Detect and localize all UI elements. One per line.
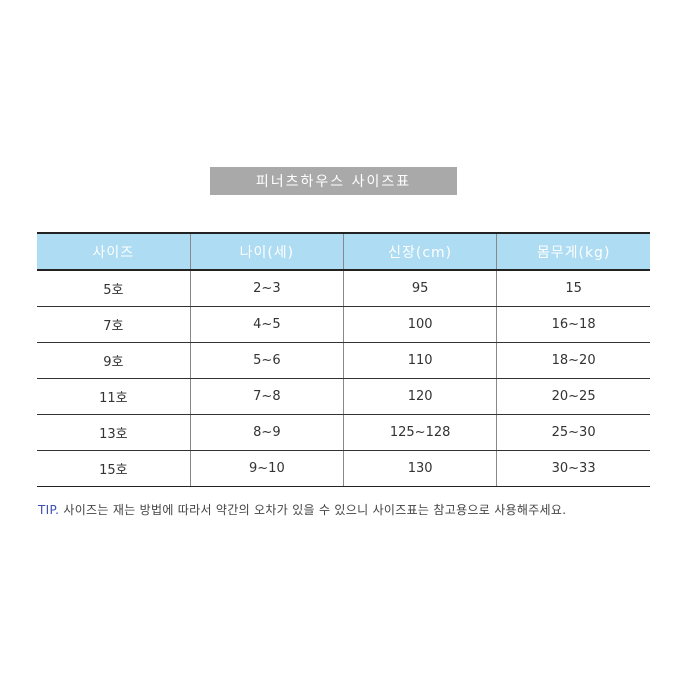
- tip-text: 사이즈는 재는 방법에 따라서 약간의 오차가 있을 수 있으니 사이즈표는 참…: [59, 503, 567, 517]
- cell-height: 95: [342, 270, 497, 307]
- table-row: 7호 4~5 100 16~18: [37, 306, 650, 343]
- tip-label: TIP.: [38, 503, 60, 517]
- cell-weight: 16~18: [496, 306, 650, 343]
- header-size: 사이즈: [37, 232, 191, 271]
- table-header-row: 사이즈 나이(세) 신장(cm) 몸무게(kg): [37, 232, 650, 271]
- cell-age: 5~6: [189, 342, 344, 379]
- header-age: 나이(세): [189, 232, 344, 271]
- cell-age: 9~10: [189, 450, 344, 487]
- cell-age: 4~5: [189, 306, 344, 343]
- cell-age: 8~9: [189, 414, 344, 451]
- table-row: 11호 7~8 120 20~25: [37, 378, 650, 415]
- cell-height: 130: [342, 450, 497, 487]
- cell-size: 7호: [37, 306, 191, 343]
- cell-weight: 18~20: [496, 342, 650, 379]
- cell-height: 110: [342, 342, 497, 379]
- cell-weight: 25~30: [496, 414, 650, 451]
- size-table: 사이즈 나이(세) 신장(cm) 몸무게(kg) 5호 2~3 95 15 7호 4~5 1…: [37, 232, 650, 487]
- cell-age: 7~8: [189, 378, 344, 415]
- table-row: 5호 2~3 95 15: [37, 270, 650, 307]
- size-chart-title: 피너츠하우스 사이즈표: [210, 167, 457, 195]
- cell-size: 9호: [37, 342, 191, 379]
- cell-weight: 30~33: [496, 450, 650, 487]
- table-row: 15호 9~10 130 30~33: [37, 450, 650, 487]
- cell-size: 13호: [37, 414, 191, 451]
- header-weight: 몸무게(kg): [496, 232, 650, 271]
- table-row: 9호 5~6 110 18~20: [37, 342, 650, 379]
- cell-size: 11호: [37, 378, 191, 415]
- cell-height: 125~128: [342, 414, 497, 451]
- header-height: 신장(cm): [342, 232, 497, 271]
- cell-age: 2~3: [189, 270, 344, 307]
- cell-height: 120: [342, 378, 497, 415]
- tip-note: TIP. 사이즈는 재는 방법에 따라서 약간의 오차가 있을 수 있으니 사이…: [38, 501, 566, 518]
- cell-weight: 20~25: [496, 378, 650, 415]
- cell-weight: 15: [496, 270, 650, 307]
- cell-size: 15호: [37, 450, 191, 487]
- cell-height: 100: [342, 306, 497, 343]
- cell-size: 5호: [37, 270, 191, 307]
- table-row: 13호 8~9 125~128 25~30: [37, 414, 650, 451]
